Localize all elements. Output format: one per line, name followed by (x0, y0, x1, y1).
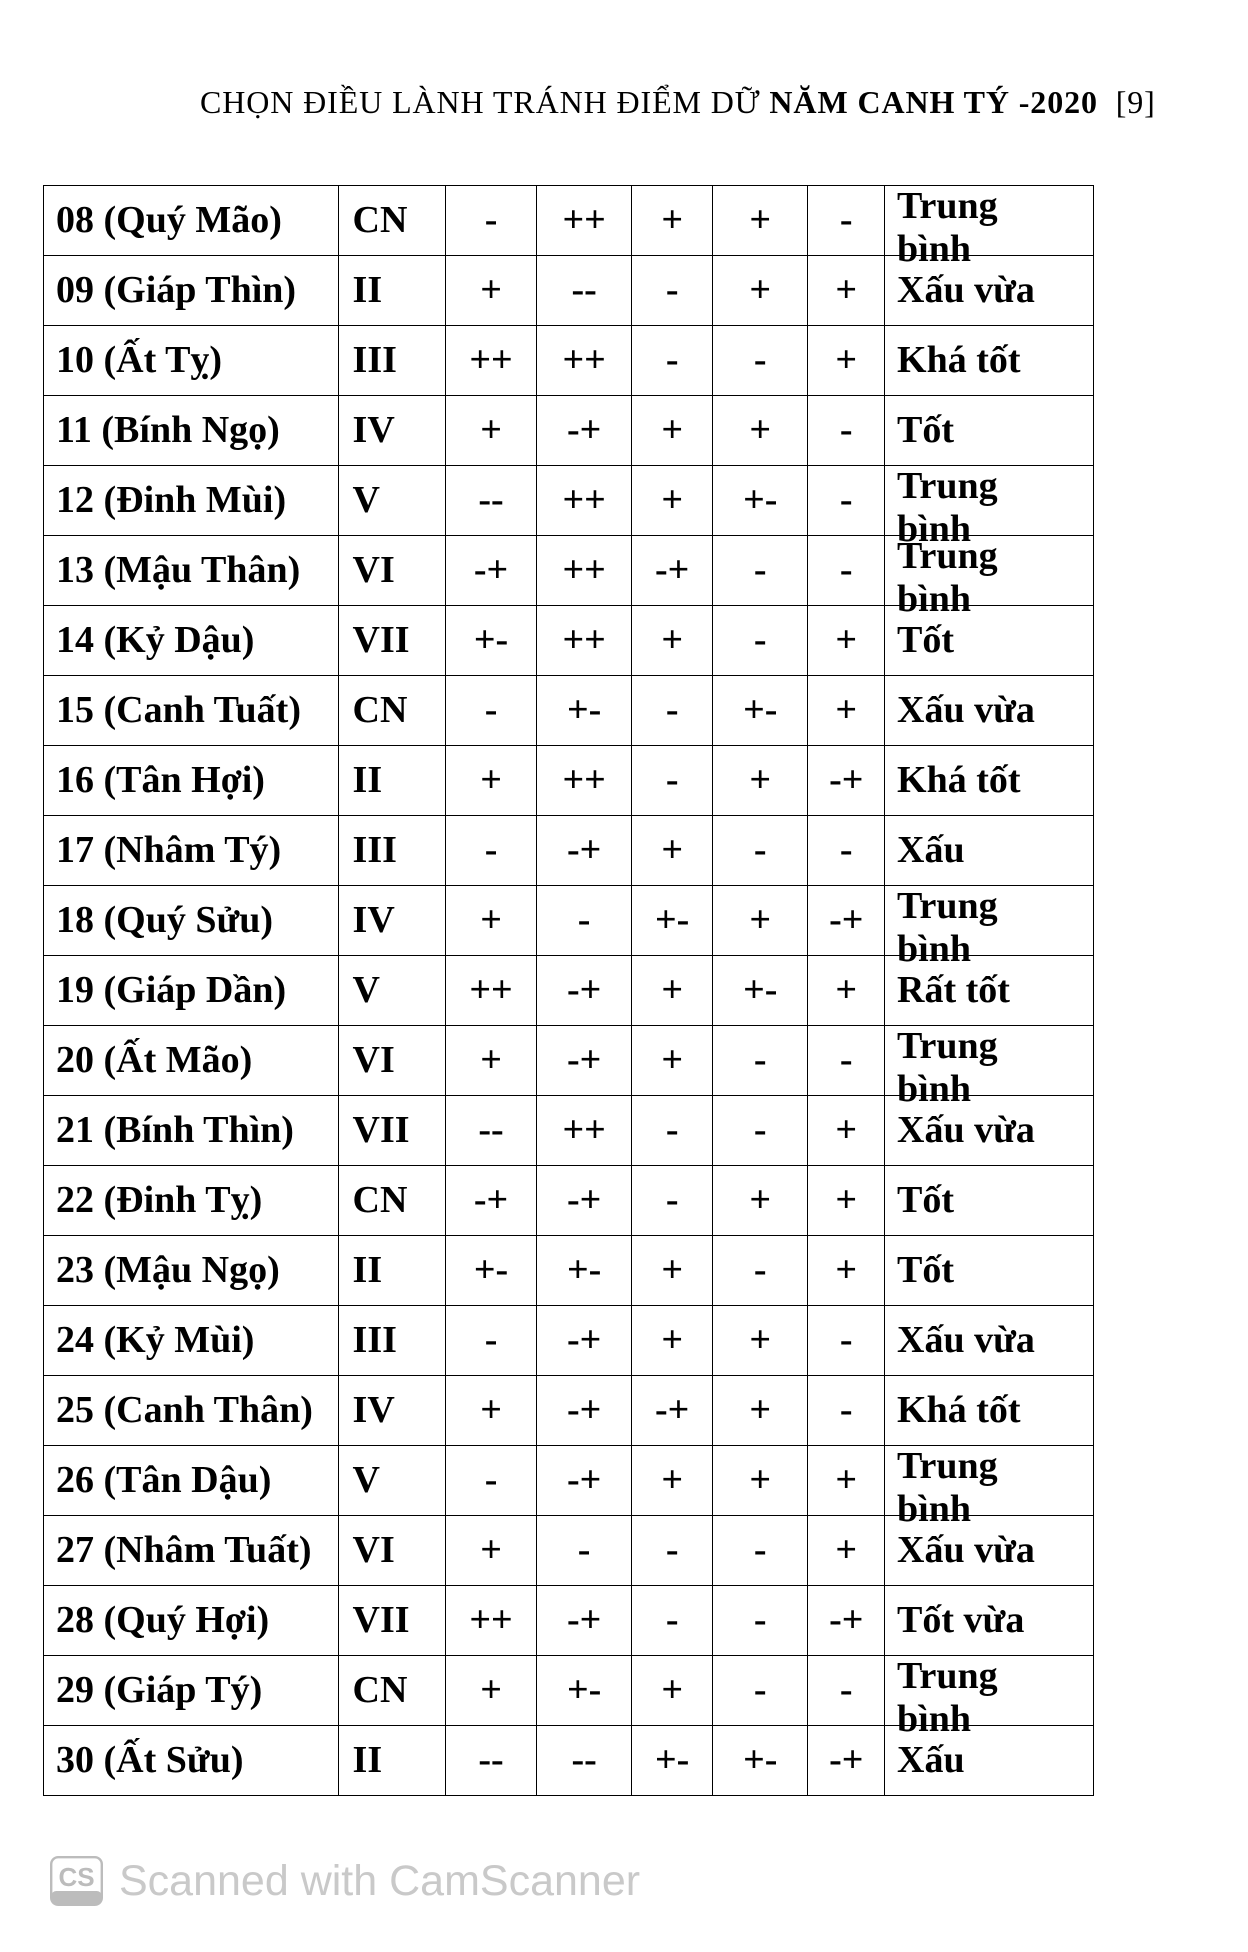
svg-text:CS: CS (58, 1862, 94, 1892)
